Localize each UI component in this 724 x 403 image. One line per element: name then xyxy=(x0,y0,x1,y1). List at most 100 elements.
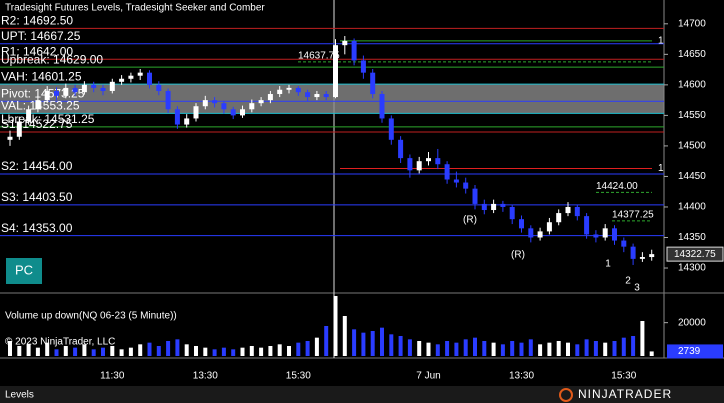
candle-body xyxy=(240,109,245,116)
candle-body xyxy=(147,72,152,85)
candle-body xyxy=(370,72,376,95)
signal-label: 2 xyxy=(625,276,631,287)
candle-body xyxy=(109,81,115,91)
volume-bar xyxy=(314,337,319,356)
volume-bar xyxy=(240,347,245,356)
x-tick-label: 15:30 xyxy=(611,371,636,382)
candle-body xyxy=(26,109,32,122)
volume-bar xyxy=(277,344,282,356)
candle-body xyxy=(472,188,478,204)
annotation-label: 14424.00 xyxy=(596,181,638,192)
volume-bar xyxy=(259,347,264,356)
volume-bar xyxy=(249,346,254,356)
volume-bar xyxy=(73,347,78,356)
candle-body xyxy=(44,90,50,101)
chart-title: Tradesight Futures Levels, Tradesight Se… xyxy=(5,3,265,14)
volume-bar xyxy=(407,339,412,356)
current-price-box xyxy=(666,246,724,262)
volume-bar xyxy=(649,351,654,356)
volume-bar xyxy=(333,296,338,356)
tab-bar xyxy=(0,386,724,403)
volume-bar xyxy=(119,349,124,356)
volume-bar xyxy=(138,344,143,356)
candle-body xyxy=(528,228,534,238)
volume-bar xyxy=(110,346,115,356)
candle-body xyxy=(416,161,422,171)
candle-body xyxy=(435,158,441,165)
x-tick-label: 13:30 xyxy=(193,371,218,382)
candle-body xyxy=(72,87,78,93)
candle-body xyxy=(509,206,515,220)
candle-body xyxy=(388,118,394,140)
y-tick-label: 14450 xyxy=(678,171,706,182)
volume-bar xyxy=(491,342,496,356)
candle-body xyxy=(286,87,292,90)
candle-body xyxy=(202,100,208,107)
volume-bar xyxy=(63,346,68,356)
level-label: Upbreak: 14629.00 xyxy=(1,52,103,66)
candle-body xyxy=(444,164,450,180)
pc-button-bg[interactable] xyxy=(6,258,42,284)
candle-body xyxy=(165,90,171,110)
candle-body xyxy=(156,84,162,91)
candle-body xyxy=(221,103,227,110)
volume-bar xyxy=(473,337,477,356)
volume-bar xyxy=(435,344,440,356)
volume-bar xyxy=(82,344,87,356)
target-label: 1 xyxy=(658,36,664,47)
volume-bar xyxy=(17,346,22,356)
level-label: UPT: 14667.25 xyxy=(1,29,81,43)
signal-label: (R) xyxy=(463,215,477,226)
candle-body xyxy=(639,257,645,259)
volume-bar xyxy=(296,342,301,356)
y-tick-label: 14600 xyxy=(678,80,706,91)
candle-body xyxy=(323,94,329,98)
volume-bar xyxy=(147,342,152,356)
volume-tick-label: 20000 xyxy=(678,317,706,328)
candle-body xyxy=(426,158,431,162)
volume-bar xyxy=(556,341,561,356)
level-label: R2: 14692.50 xyxy=(1,14,73,28)
volume-bar xyxy=(287,346,291,356)
candle-body xyxy=(305,92,311,98)
pc-button-label[interactable]: PC xyxy=(15,262,33,277)
candle-body xyxy=(612,228,617,241)
volume-bar xyxy=(575,344,580,356)
candles: (R) (R) 1 23 xyxy=(7,36,655,294)
candle-body xyxy=(360,60,366,73)
volume-bar xyxy=(166,341,171,356)
candle-body xyxy=(212,100,218,104)
volume-bar xyxy=(45,342,50,356)
candle-body xyxy=(128,75,134,79)
level-label: S1: 14522.75 xyxy=(1,117,73,131)
candle-body xyxy=(184,118,190,125)
candle-body xyxy=(295,87,301,93)
value-area-band xyxy=(0,84,664,114)
volume-bar xyxy=(324,326,329,356)
candle-body xyxy=(351,40,357,61)
candle-body xyxy=(537,231,543,238)
pc-button[interactable]: PC xyxy=(6,258,42,284)
volume-bar xyxy=(463,339,468,356)
brand-logo: NINJATRADER xyxy=(578,387,672,401)
level-label: VAH: 14601.25 xyxy=(1,69,82,83)
tab-label[interactable]: Levels xyxy=(5,390,34,401)
volume-bar xyxy=(621,337,626,356)
y-tick-label: 14300 xyxy=(678,263,706,274)
level-label: R1: 14642.00 xyxy=(1,44,73,58)
x-tick-label: 11:30 xyxy=(100,371,125,382)
volume-bar xyxy=(212,349,217,356)
candle-body xyxy=(230,109,236,116)
candle-body xyxy=(398,139,404,159)
volume-bar xyxy=(584,339,589,356)
volume-bar xyxy=(184,344,189,356)
y-tick-label: 14550 xyxy=(678,110,706,121)
volume-bar xyxy=(370,331,375,356)
candle-body xyxy=(463,182,469,189)
volume-bar xyxy=(426,342,431,356)
y-tick-label: 14650 xyxy=(678,49,706,60)
candle-body xyxy=(649,254,655,258)
volume-bar xyxy=(482,341,487,356)
y-tick-label: 14700 xyxy=(678,18,706,29)
